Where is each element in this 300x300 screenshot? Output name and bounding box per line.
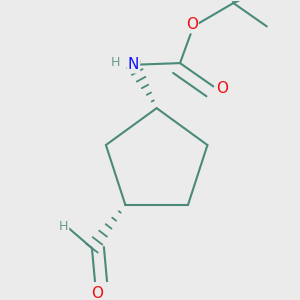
Text: N: N [128, 57, 139, 72]
Text: O: O [216, 81, 228, 96]
Text: O: O [91, 286, 103, 300]
Text: O: O [186, 17, 198, 32]
Text: H: H [110, 56, 120, 69]
Text: H: H [59, 220, 68, 233]
